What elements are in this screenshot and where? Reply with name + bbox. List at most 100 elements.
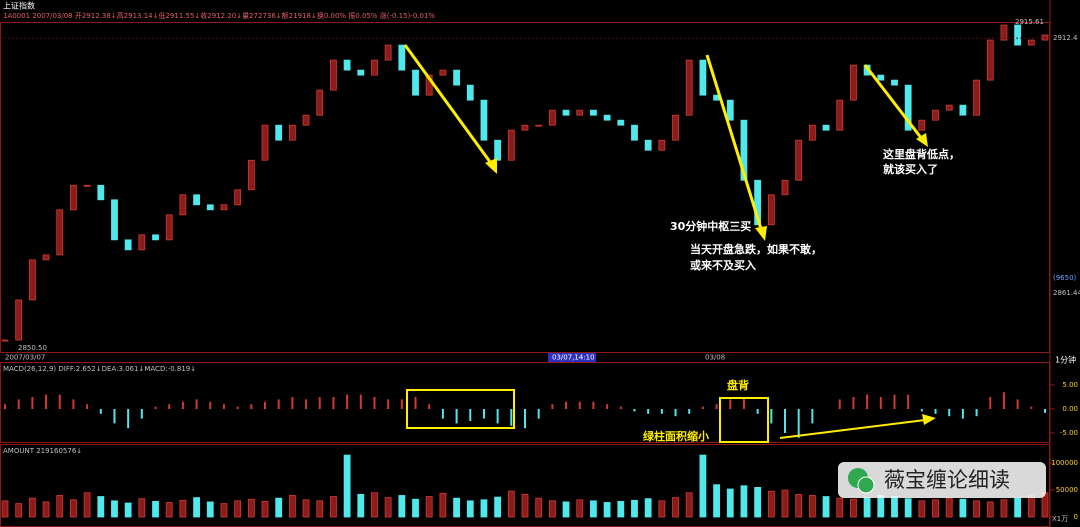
- volume-bar: [945, 497, 953, 518]
- period-label[interactable]: 1分钟: [1055, 355, 1076, 365]
- candle: [726, 99, 734, 121]
- volume-bar: [302, 499, 310, 518]
- low-label: 2850.50: [18, 344, 47, 352]
- candle: [973, 79, 980, 116]
- time-label: 03/08: [705, 354, 725, 362]
- volume-bar: [371, 492, 378, 518]
- volume-bar: [247, 498, 255, 518]
- volume-bar: [261, 500, 269, 518]
- candle: [918, 119, 926, 131]
- volume-bar: [97, 496, 105, 518]
- volume-bar: [1014, 497, 1022, 518]
- candle: [603, 114, 611, 121]
- price-axis-label: 2912.4: [1053, 34, 1078, 42]
- volume-bar: [28, 497, 36, 518]
- candle: [83, 184, 91, 187]
- candle: [548, 109, 556, 126]
- volume-bar: [220, 503, 228, 518]
- time-label: 03/07,14:10: [552, 354, 595, 362]
- candle: [1000, 24, 1008, 41]
- volume-bar: [357, 493, 365, 518]
- volume-bar: [111, 500, 118, 518]
- annotation: 30分钟中枢三买: [670, 219, 751, 233]
- annotation: 绿柱面积缩小: [643, 429, 709, 443]
- volume-bar: [631, 499, 638, 518]
- candle: [576, 109, 584, 116]
- volume-bar: [206, 501, 214, 518]
- volume-bar: [904, 498, 912, 518]
- volume-bar: [863, 497, 871, 518]
- annotation: 或来不及买入: [690, 258, 756, 272]
- title: 上证指数: [3, 1, 35, 11]
- candle: [124, 239, 132, 251]
- volume-bar: [713, 484, 720, 518]
- annotation: 盘背: [727, 378, 749, 392]
- candle: [42, 254, 50, 261]
- candle: [111, 199, 118, 241]
- price-axis-label: 2861.44: [1053, 289, 1080, 297]
- macd-tick-label: 0.00: [1062, 405, 1078, 413]
- candle: [685, 59, 693, 116]
- candle: [152, 234, 159, 241]
- volume-tick-label: 100000: [1051, 459, 1078, 467]
- volume-bar: [644, 498, 652, 518]
- volume-bar: [672, 497, 679, 518]
- candle: [1014, 24, 1022, 46]
- candle: [466, 84, 474, 101]
- volume-bar: [603, 502, 611, 518]
- volume-bar: [343, 454, 351, 518]
- candle: [206, 204, 214, 211]
- volume-unit: X1万: [1052, 515, 1068, 523]
- volume-bar: [740, 485, 748, 518]
- candle: [754, 179, 762, 226]
- watermark: 薇宝缠论细读: [884, 468, 1010, 492]
- candle: [439, 69, 447, 76]
- volume-bar: [562, 501, 570, 518]
- volume-bar: [1, 500, 9, 518]
- candle: [70, 184, 77, 211]
- volume-bar: [439, 492, 447, 518]
- volume-bar: [850, 498, 857, 518]
- candle: [15, 299, 23, 341]
- candle: [1, 339, 9, 342]
- candle: [1041, 34, 1049, 41]
- macd-tick-label: 5.00: [1062, 381, 1078, 389]
- candle: [193, 194, 200, 206]
- candle: [808, 124, 816, 141]
- candle: [590, 109, 597, 116]
- candle: [261, 124, 269, 161]
- axis-note: (9650): [1053, 274, 1077, 282]
- volume-bar: [699, 454, 707, 518]
- volume-bar: [56, 495, 64, 518]
- volume-bar: [179, 499, 187, 518]
- volume-bar: [918, 500, 926, 518]
- annotation: 当天开盘急跌，如果不敢，: [690, 242, 822, 256]
- candle: [357, 69, 365, 76]
- volume-bar: [521, 493, 529, 518]
- volume-bar: [576, 499, 584, 518]
- volume-bar: [590, 500, 597, 518]
- volume-bar: [453, 497, 460, 518]
- volume-bar: [316, 500, 324, 518]
- candle: [535, 124, 543, 127]
- candle: [398, 44, 406, 71]
- volume-bar: [480, 499, 488, 518]
- volume-bar: [685, 492, 693, 518]
- volume-bar: [275, 497, 283, 518]
- macd-tick-label: -5.00: [1060, 429, 1078, 437]
- quote-info: 1A0001 2007/03/08 开2912.38↓高2913.14↓低291…: [3, 11, 435, 20]
- candle: [1027, 39, 1035, 46]
- candle: [138, 234, 146, 251]
- volume-bar: [932, 499, 939, 518]
- candle: [28, 259, 36, 301]
- candle: [494, 139, 502, 161]
- volume-bar: [726, 488, 734, 518]
- volume-bar: [165, 502, 173, 518]
- volume-bar: [973, 500, 980, 518]
- annotation: 这里盘背低点，: [883, 147, 960, 161]
- volume-bar: [15, 503, 23, 518]
- candle: [384, 44, 392, 61]
- candle: [165, 214, 173, 241]
- candle: [288, 124, 296, 141]
- candle: [343, 59, 351, 71]
